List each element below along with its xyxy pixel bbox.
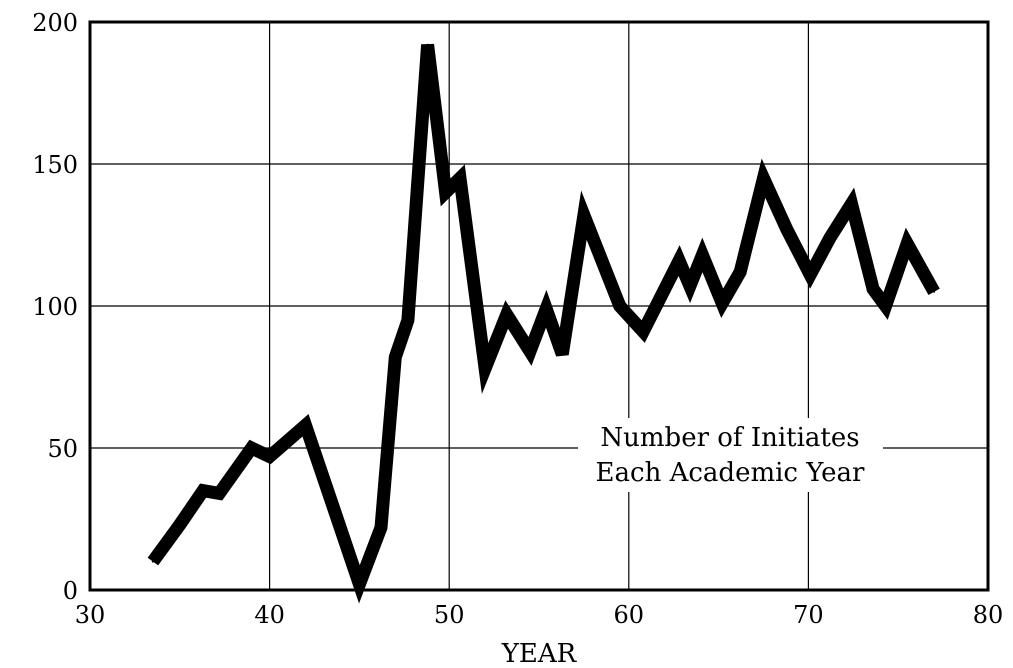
data-point xyxy=(151,560,154,563)
annotation-box: Number of Initiates Each Academic Year xyxy=(578,418,883,492)
x-tick-label: 30 xyxy=(75,601,106,629)
plot-frame xyxy=(88,20,990,592)
x-tick-label: 70 xyxy=(793,601,824,629)
x-axis-ticks: 30 40 50 60 70 80 xyxy=(75,601,1004,629)
data-point xyxy=(545,307,548,310)
data-point xyxy=(906,242,909,245)
data-point xyxy=(701,253,704,256)
data-point xyxy=(484,367,487,370)
data-point xyxy=(505,313,508,316)
data-point xyxy=(218,492,221,495)
data-point xyxy=(268,455,271,458)
data-point xyxy=(406,319,409,322)
data-point xyxy=(426,43,429,46)
data-point xyxy=(933,290,936,293)
data-point xyxy=(721,302,724,305)
data-point xyxy=(582,214,585,217)
y-tick-label: 50 xyxy=(47,435,78,463)
data-point xyxy=(444,191,447,194)
annotation-line-1: Number of Initiates xyxy=(600,423,859,453)
y-tick-label: 0 xyxy=(63,577,78,605)
x-tick-label: 50 xyxy=(434,601,465,629)
data-point xyxy=(688,285,691,288)
data-point xyxy=(561,353,564,356)
x-tick-label: 60 xyxy=(614,601,645,629)
data-point xyxy=(178,523,181,526)
x-tick-label: 40 xyxy=(254,601,285,629)
annotation-background xyxy=(578,418,883,492)
y-tick-label: 200 xyxy=(32,9,78,37)
data-point xyxy=(458,177,461,180)
data-point xyxy=(529,350,532,353)
data-point xyxy=(331,503,334,506)
y-tick-label: 150 xyxy=(32,151,78,179)
x-tick-label: 80 xyxy=(973,601,1004,629)
data-point xyxy=(394,356,397,359)
series-layer xyxy=(147,43,940,604)
data-point xyxy=(358,583,361,586)
grid xyxy=(90,22,988,590)
y-axis-ticks: 0 50 100 150 200 xyxy=(32,9,78,605)
data-point xyxy=(872,287,875,290)
data-point xyxy=(642,330,645,333)
data-point xyxy=(828,236,831,239)
x-axis-title: YEAR xyxy=(501,639,578,668)
data-point xyxy=(250,447,253,449)
data-point xyxy=(618,305,621,307)
annotation-line-2: Each Academic Year xyxy=(596,458,866,488)
data-point xyxy=(850,202,853,205)
data-point xyxy=(739,270,742,273)
data-point xyxy=(762,177,765,180)
data-point xyxy=(884,305,887,307)
data-point xyxy=(678,259,681,262)
data-point xyxy=(379,526,382,529)
data-point xyxy=(809,273,812,276)
data-point xyxy=(202,489,205,492)
y-tick-label: 100 xyxy=(32,293,78,321)
data-point xyxy=(304,424,307,427)
data-point xyxy=(785,228,788,231)
